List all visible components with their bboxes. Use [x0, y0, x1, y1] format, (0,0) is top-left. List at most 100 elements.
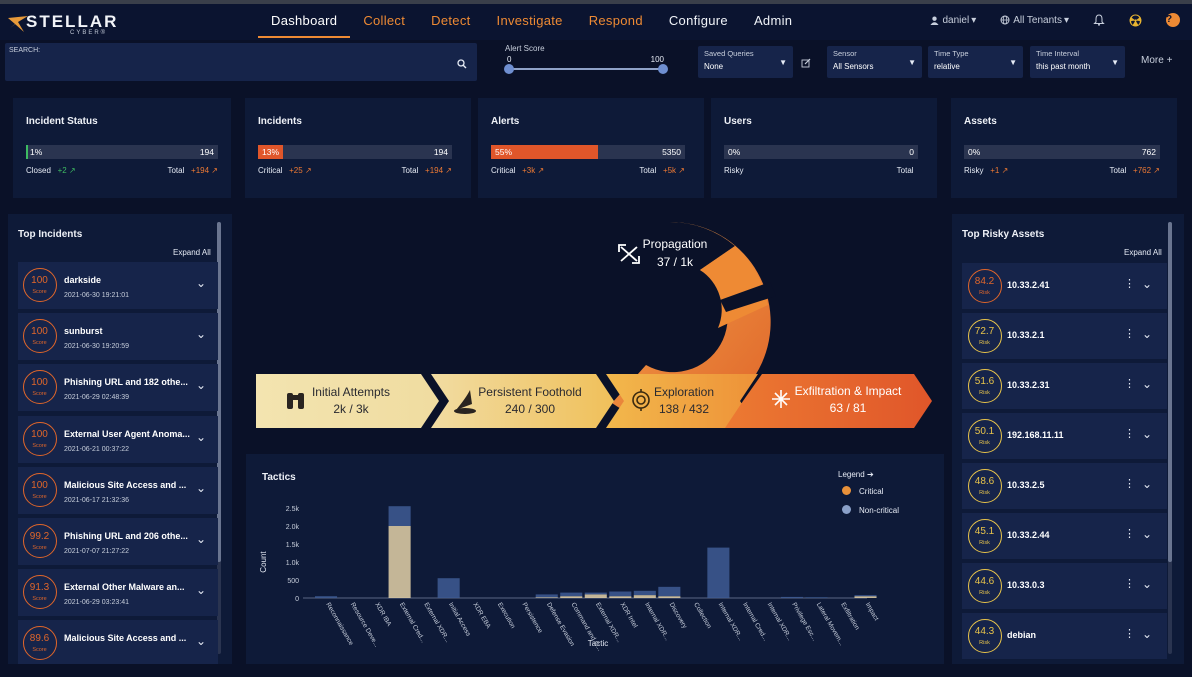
slider-handle-max[interactable]	[658, 64, 668, 74]
stat-card[interactable]: Assets 0% 762 Risky +1 ↗ Total +762 ↗	[951, 98, 1177, 198]
incidents-expand-all[interactable]: Expand All	[173, 248, 211, 257]
chevron-down-icon[interactable]: ⌄	[195, 480, 206, 495]
stage-exfiltration-impact[interactable]	[725, 374, 932, 428]
incident-row[interactable]: 100 Score Phishing URL and 182 othe... 2021…	[18, 364, 218, 412]
card-left-label: Closed	[26, 166, 51, 175]
more-options-icon[interactable]: ⋮	[1124, 428, 1135, 440]
more-options-icon[interactable]: ⋮	[1124, 528, 1135, 540]
asset-name: 192.168.11.11	[1007, 430, 1064, 440]
chevron-down-icon[interactable]: ⌄	[195, 429, 206, 444]
help-icon[interactable]: ?	[1166, 13, 1180, 27]
incident-row[interactable]: 99.2 Score Phishing URL and 206 othe... 202…	[18, 518, 218, 565]
stat-card[interactable]: Incidents 13% 194 Critical +25 ↗ Total +194 …	[245, 98, 471, 198]
user-menu[interactable]: daniel ▾	[930, 15, 976, 26]
assets-scrollbar[interactable]	[1168, 222, 1172, 654]
incident-row[interactable]: 100 Score darkside 2021-06-30 19:21:01 ⌄	[18, 262, 218, 309]
chevron-down-icon[interactable]: ⌄	[1142, 627, 1153, 641]
chevron-down-icon[interactable]: ⌄	[195, 532, 206, 546]
alert-score-slider[interactable]: Alert Score 0 100	[504, 44, 670, 80]
stat-card[interactable]: Incident Status 1% 194 Closed +2 ↗ Total +19…	[13, 98, 231, 198]
more-button[interactable]: More +	[1141, 55, 1172, 66]
card-right-delta: +5k	[662, 166, 677, 175]
search-icon[interactable]	[457, 59, 467, 69]
score-label: Score	[32, 493, 47, 500]
incidents-scrollbar[interactable]	[217, 222, 221, 654]
bar-noncritical	[315, 596, 338, 598]
bar-noncritical	[584, 592, 607, 595]
asset-row[interactable]: 84.2 Risk 10.33.2.41 ⋮ ⌄	[962, 263, 1167, 309]
bar-noncritical	[388, 506, 411, 526]
chevron-down-icon[interactable]: ⌄	[1142, 277, 1153, 291]
chevron-down-icon[interactable]: ⌄	[195, 583, 206, 598]
asset-row[interactable]: 50.1 Risk 192.168.11.11 ⋮ ⌄	[962, 413, 1167, 459]
nav-respond[interactable]: Respond	[588, 13, 643, 28]
incident-score: 100	[31, 326, 48, 338]
time-type-dropdown[interactable]: Time Type relative ▼	[928, 46, 1023, 78]
asset-row[interactable]: 44.3 Risk debian ⋮ ⌄	[962, 613, 1167, 659]
slider-handle-min[interactable]	[504, 64, 514, 74]
chevron-down-icon[interactable]: ⌄	[1142, 327, 1153, 341]
more-options-icon[interactable]: ⋮	[1124, 628, 1135, 640]
incident-row[interactable]: 100 Score External User Agent Anoma... 2021…	[18, 415, 218, 463]
more-options-icon[interactable]: ⋮	[1124, 578, 1135, 590]
tactics-bar-chart: 0 500 1.0k 1.5k 2.0k 2.5k Count Tactic Reconnais…	[259, 506, 880, 652]
nav-admin[interactable]: Admin	[753, 13, 793, 28]
incident-row[interactable]: 91.3 Score External Other Malware an... 202…	[18, 569, 218, 617]
incident-title: Malicious Site Access and ...	[64, 479, 187, 490]
scroll-thumb[interactable]	[1168, 222, 1172, 562]
more-options-icon[interactable]: ⋮	[1124, 278, 1135, 290]
saved-queries-dropdown[interactable]: Saved Queries None ▼	[698, 46, 793, 78]
asset-row[interactable]: 45.1 Risk 10.33.2.44 ⋮ ⌄	[962, 513, 1167, 559]
nav-collect[interactable]: Collect	[363, 13, 406, 28]
binoculars-icon	[287, 393, 304, 409]
assets-expand-all[interactable]: Expand All	[1124, 248, 1162, 257]
card-right-stat: Total +194 ↗	[95, 166, 218, 175]
asset-row[interactable]: 72.7 Risk 10.33.2.1 ⋮ ⌄	[962, 313, 1167, 359]
asset-row[interactable]: 44.6 Risk 10.33.0.3 ⋮ ⌄	[962, 563, 1167, 609]
chevron-down-icon[interactable]: ⌄	[1142, 377, 1153, 391]
nav-detect[interactable]: Detect	[431, 13, 471, 28]
edit-icon[interactable]	[801, 58, 811, 68]
nav-dashboard[interactable]: Dashboard	[258, 4, 351, 38]
legend-critical[interactable]: Critical	[842, 486, 883, 496]
asset-row[interactable]: 51.6 Risk 10.33.2.31 ⋮ ⌄	[962, 363, 1167, 409]
sensor-dropdown[interactable]: Sensor All Sensors ▼	[827, 46, 922, 78]
nav-configure[interactable]: Configure	[668, 13, 728, 28]
chevron-down-icon[interactable]: ⌄	[195, 378, 206, 393]
search-input[interactable]: SEARCH:	[5, 43, 477, 81]
chevron-down-icon[interactable]: ⌄	[1142, 527, 1153, 541]
stage-persistent-foothold[interactable]	[431, 374, 614, 428]
stage-initial-attempts[interactable]	[256, 374, 439, 428]
stellar-cyber-logo[interactable]: STELLAR CYBER®	[6, 10, 124, 36]
card-progress-fill	[491, 145, 598, 159]
chevron-down-icon[interactable]: ⌄	[195, 327, 206, 342]
incident-row[interactable]: 89.6 Score Malicious Site Access and ... ⌄	[18, 620, 218, 664]
legend-title[interactable]: Legend ➔	[838, 470, 874, 479]
asset-row[interactable]: 48.6 Risk 10.33.2.5 ⋮ ⌄	[962, 463, 1167, 509]
chevron-down-icon[interactable]: ⌄	[1142, 577, 1153, 591]
time-interval-dropdown[interactable]: Time Interval this past month ▼	[1030, 46, 1125, 78]
chevron-down-icon[interactable]: ⌄	[195, 276, 206, 290]
nav-investigate[interactable]: Investigate	[496, 13, 563, 28]
chevron-down-icon[interactable]: ⌄	[1142, 427, 1153, 441]
legend-noncritical[interactable]: Non-critical	[842, 505, 899, 515]
radiation-button[interactable]	[1129, 14, 1142, 27]
more-options-icon[interactable]: ⋮	[1124, 328, 1135, 340]
stage-exploration[interactable]	[606, 374, 758, 428]
chevron-down-icon[interactable]: ⌄	[1142, 477, 1153, 491]
stat-card[interactable]: Alerts 55% 5350 Critical +3k ↗ Total +5k ↗	[478, 98, 704, 198]
top-incidents-panel: Top Incidents Expand All 100 Score darksid…	[8, 214, 232, 664]
more-options-icon[interactable]: ⋮	[1124, 478, 1135, 490]
search-label: SEARCH:	[9, 47, 41, 54]
trend-up-icon: ↗	[537, 166, 545, 175]
incident-row[interactable]: 100 Score sunburst 2021-06-30 19:20:59 ⌄	[18, 313, 218, 361]
propagation-ring-notch	[700, 246, 768, 328]
chevron-down-icon[interactable]: ⌄	[195, 634, 206, 649]
more-options-icon[interactable]: ⋮	[1124, 378, 1135, 390]
notifications-button[interactable]	[1093, 14, 1105, 26]
slider-track[interactable]	[509, 68, 663, 70]
scroll-thumb[interactable]	[217, 222, 221, 562]
tenant-menu[interactable]: All Tenants ▾	[1000, 15, 1069, 26]
incident-row[interactable]: 100 Score Malicious Site Access and ... 202…	[18, 466, 218, 514]
stat-card[interactable]: Users 0% 0 Risky Total	[711, 98, 937, 198]
